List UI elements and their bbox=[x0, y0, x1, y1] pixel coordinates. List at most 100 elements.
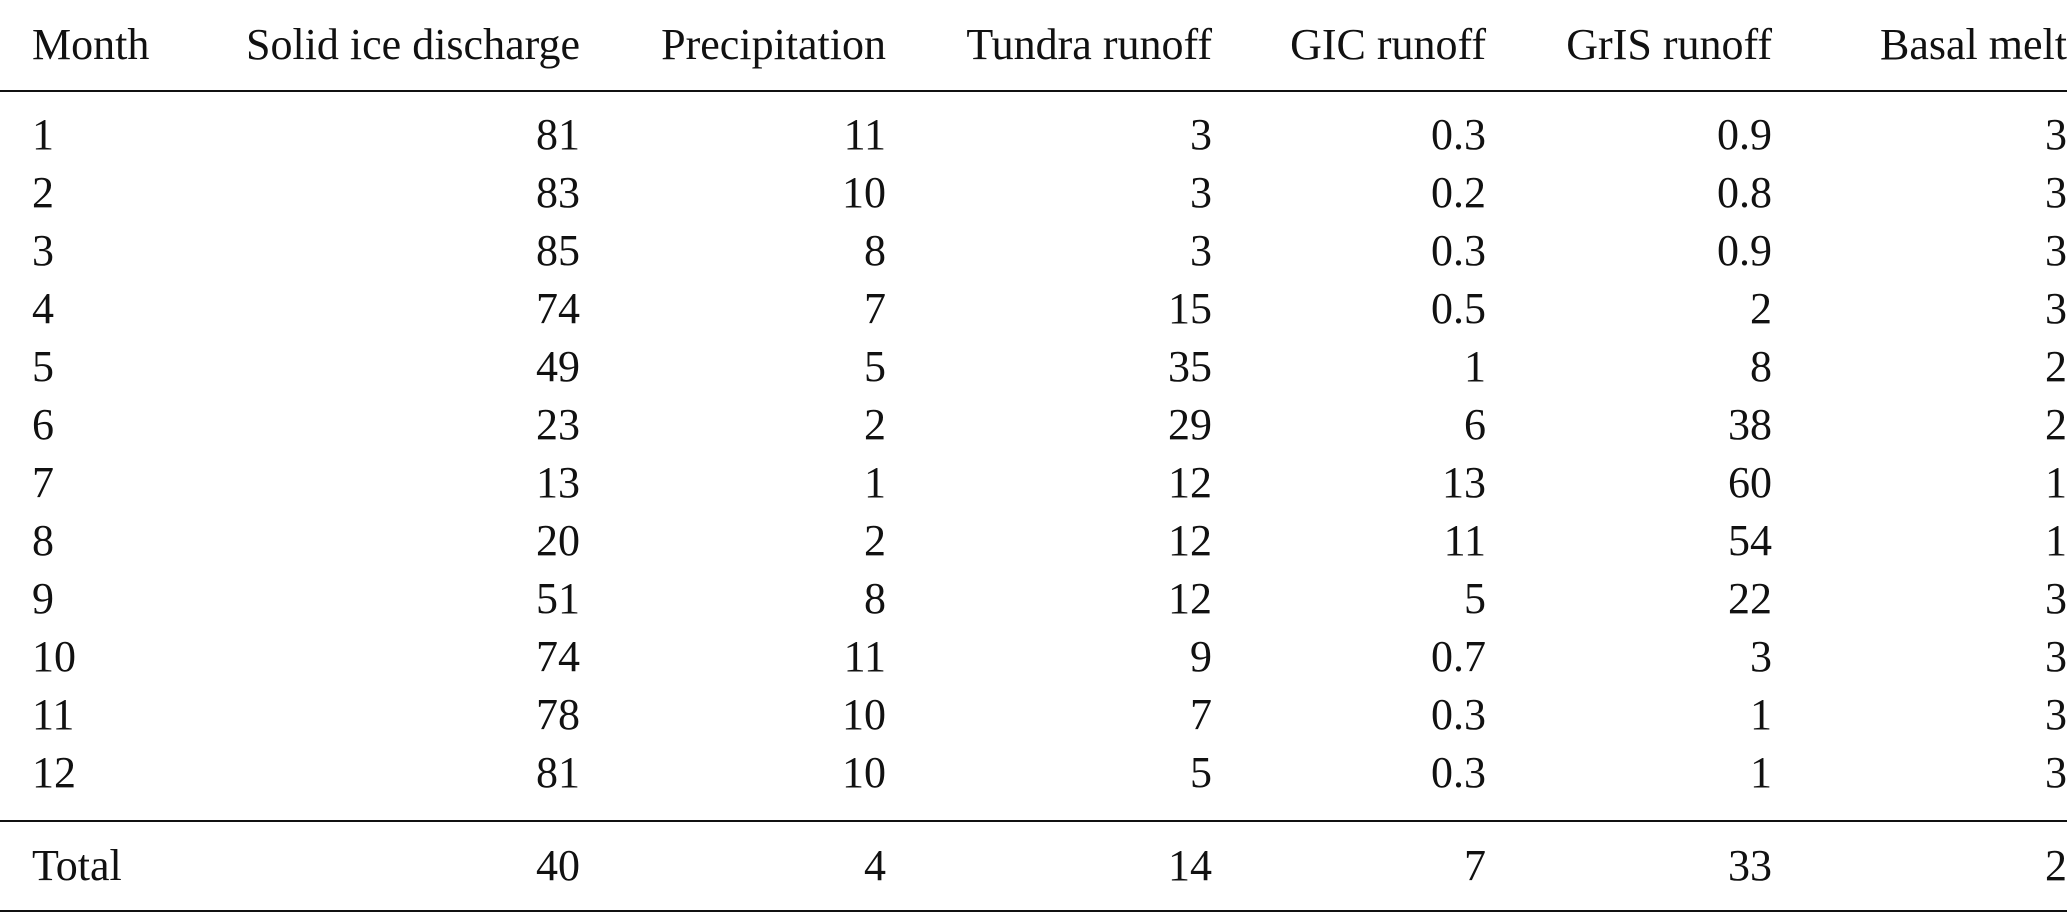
gic-runoff-cell: 0.7 bbox=[1431, 632, 1486, 681]
precipitation-cell: 10 bbox=[842, 748, 886, 797]
month-cell: 2 bbox=[32, 168, 54, 217]
tundra-runoff-cell: 29 bbox=[1168, 400, 1212, 449]
month-cell: 1 bbox=[32, 110, 54, 159]
header-row: Month Solid ice discharge Precipitation … bbox=[0, 0, 2067, 92]
table-row: 1 81 11 3 0.3 0.9 3 bbox=[0, 91, 2067, 164]
basal-melt-cell: 3 bbox=[2045, 110, 2067, 159]
column-header-solid-ice-discharge: Solid ice discharge bbox=[200, 0, 580, 92]
month-cell: 12 bbox=[32, 748, 76, 797]
column-header-precipitation: Precipitation bbox=[580, 0, 886, 92]
month-cell: 7 bbox=[32, 458, 54, 507]
precipitation-cell: 1 bbox=[864, 458, 886, 507]
basal-melt-cell: 1 bbox=[2045, 516, 2067, 565]
gris-runoff-cell: 3 bbox=[1750, 632, 1772, 681]
table-row: 9 51 8 12 5 22 3 bbox=[0, 570, 2067, 628]
gris-runoff-cell: 0.9 bbox=[1717, 226, 1772, 275]
gic-runoff-cell: 0.2 bbox=[1431, 168, 1486, 217]
solid-ice-discharge-cell: 74 bbox=[536, 632, 580, 681]
solid-ice-discharge-cell: 20 bbox=[536, 516, 580, 565]
precipitation-cell: 11 bbox=[843, 110, 886, 159]
precipitation-cell: 10 bbox=[842, 168, 886, 217]
gris-runoff-cell: 8 bbox=[1750, 342, 1772, 391]
total-label: Total bbox=[0, 820, 200, 912]
column-header-tundra-runoff: Tundra runoff bbox=[886, 0, 1212, 92]
tundra-runoff-cell: 3 bbox=[1190, 226, 1212, 275]
column-header-gic-runoff: GIC runoff bbox=[1212, 0, 1486, 92]
table-row: 10 74 11 9 0.7 3 3 bbox=[0, 628, 2067, 686]
month-cell: 6 bbox=[32, 400, 54, 449]
precipitation-cell: 8 bbox=[864, 226, 886, 275]
solid-ice-discharge-cell: 23 bbox=[536, 400, 580, 449]
gris-runoff-cell: 60 bbox=[1728, 458, 1772, 507]
precipitation-cell: 2 bbox=[864, 400, 886, 449]
table-row: 8 20 2 12 11 54 1 bbox=[0, 512, 2067, 570]
tundra-runoff-cell: 15 bbox=[1168, 284, 1212, 333]
table-body: 1 81 11 3 0.3 0.9 3 2 83 10 3 0.2 0.8 3 … bbox=[0, 91, 2067, 821]
month-cell: 9 bbox=[32, 574, 54, 623]
total-tundra-runoff: 14 bbox=[886, 820, 1212, 912]
table-row: 6 23 2 29 6 38 2 bbox=[0, 396, 2067, 454]
solid-ice-discharge-cell: 81 bbox=[536, 110, 580, 159]
table-row: 3 85 8 3 0.3 0.9 3 bbox=[0, 222, 2067, 280]
basal-melt-cell: 3 bbox=[2045, 748, 2067, 797]
gic-runoff-cell: 0.3 bbox=[1431, 690, 1486, 739]
gris-runoff-cell: 22 bbox=[1728, 574, 1772, 623]
tundra-runoff-cell: 9 bbox=[1190, 632, 1212, 681]
month-cell: 11 bbox=[32, 690, 75, 739]
gic-runoff-cell: 1 bbox=[1464, 342, 1486, 391]
gic-runoff-cell: 5 bbox=[1464, 574, 1486, 623]
total-gic-runoff: 7 bbox=[1212, 820, 1486, 912]
gris-runoff-cell: 1 bbox=[1750, 690, 1772, 739]
basal-melt-cell: 2 bbox=[2045, 342, 2067, 391]
tundra-runoff-cell: 3 bbox=[1190, 168, 1212, 217]
gris-runoff-cell: 0.9 bbox=[1717, 110, 1772, 159]
gris-runoff-cell: 54 bbox=[1728, 516, 1772, 565]
month-cell: 4 bbox=[32, 284, 54, 333]
table-row: 11 78 10 7 0.3 1 3 bbox=[0, 686, 2067, 744]
total-solid-ice-discharge: 40 bbox=[200, 820, 580, 912]
gic-runoff-cell: 13 bbox=[1442, 458, 1486, 507]
tundra-runoff-cell: 7 bbox=[1190, 690, 1212, 739]
total-precipitation: 4 bbox=[580, 820, 886, 912]
gris-runoff-cell: 0.8 bbox=[1717, 168, 1772, 217]
tundra-runoff-cell: 35 bbox=[1168, 342, 1212, 391]
basal-melt-cell: 1 bbox=[2045, 458, 2067, 507]
month-cell: 5 bbox=[32, 342, 54, 391]
precipitation-cell: 5 bbox=[864, 342, 886, 391]
solid-ice-discharge-cell: 83 bbox=[536, 168, 580, 217]
precipitation-cell: 11 bbox=[843, 632, 886, 681]
basal-melt-cell: 3 bbox=[2045, 168, 2067, 217]
table-row: 7 13 1 12 13 60 1 bbox=[0, 454, 2067, 512]
table-row: 4 74 7 15 0.5 2 3 bbox=[0, 280, 2067, 338]
column-header-basal-melt: Basal melt bbox=[1772, 0, 2067, 92]
basal-melt-cell: 3 bbox=[2045, 574, 2067, 623]
tundra-runoff-cell: 12 bbox=[1168, 516, 1212, 565]
gic-runoff-cell: 11 bbox=[1443, 516, 1486, 565]
solid-ice-discharge-cell: 81 bbox=[536, 748, 580, 797]
table-row: 12 81 10 5 0.3 1 3 bbox=[0, 744, 2067, 821]
solid-ice-discharge-cell: 85 bbox=[536, 226, 580, 275]
gris-runoff-cell: 2 bbox=[1750, 284, 1772, 333]
gic-runoff-cell: 0.3 bbox=[1431, 110, 1486, 159]
gris-runoff-cell: 1 bbox=[1750, 748, 1772, 797]
table-row: 5 49 5 35 1 8 2 bbox=[0, 338, 2067, 396]
total-gris-runoff: 33 bbox=[1486, 820, 1772, 912]
tundra-runoff-cell: 12 bbox=[1168, 574, 1212, 623]
month-cell: 3 bbox=[32, 226, 54, 275]
solid-ice-discharge-cell: 78 bbox=[536, 690, 580, 739]
solid-ice-discharge-cell: 13 bbox=[536, 458, 580, 507]
table-row: 2 83 10 3 0.2 0.8 3 bbox=[0, 164, 2067, 222]
gris-runoff-cell: 38 bbox=[1728, 400, 1772, 449]
tundra-runoff-cell: 5 bbox=[1190, 748, 1212, 797]
solid-ice-discharge-cell: 74 bbox=[536, 284, 580, 333]
tundra-runoff-cell: 3 bbox=[1190, 110, 1212, 159]
basal-melt-cell: 3 bbox=[2045, 632, 2067, 681]
basal-melt-cell: 2 bbox=[2045, 400, 2067, 449]
basal-melt-cell: 3 bbox=[2045, 690, 2067, 739]
basal-melt-cell: 3 bbox=[2045, 284, 2067, 333]
solid-ice-discharge-cell: 49 bbox=[536, 342, 580, 391]
gic-runoff-cell: 6 bbox=[1464, 400, 1486, 449]
precipitation-cell: 8 bbox=[864, 574, 886, 623]
column-header-month: Month bbox=[0, 0, 200, 92]
